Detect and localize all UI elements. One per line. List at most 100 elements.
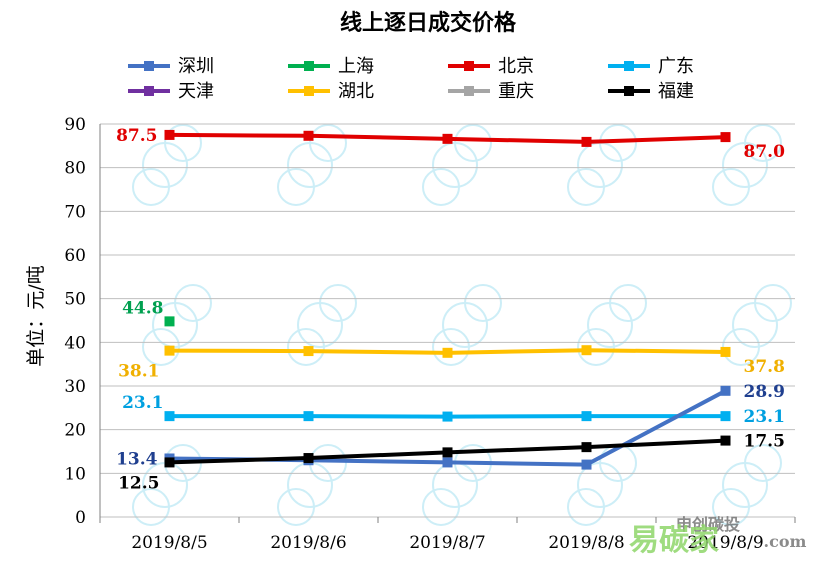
legend-marker [624,61,634,71]
brand-watermark: 申创碳投 易碳家 .com [629,515,807,558]
data-point [720,435,731,446]
legend-item: 天津 [128,81,214,102]
chart-title: 线上逐日成交价格 [340,10,517,36]
x-tick-labels: 2019/8/5 2019/8/6 2019/8/7 2019/8/8 2019/8/9 [131,533,763,553]
data-point [164,411,175,422]
watermark-circle [744,444,782,482]
data-point [303,453,314,464]
data-point [164,316,175,327]
watermark-circle [732,302,778,348]
data-point [581,136,592,147]
watermark-circle [287,142,333,188]
series-福建 [164,435,731,468]
data-point [442,347,453,358]
legend-marker [464,86,474,96]
data-point [164,457,175,468]
watermark-circle [132,168,170,206]
y-axis-title: 单位：元/吨 [25,265,47,366]
brand-watermark-text: 易碳家 [629,523,719,558]
data-point [303,130,314,141]
y-tick-labels: 0 10 20 30 40 50 60 70 80 90 [64,115,86,528]
watermark-circle [297,302,343,348]
data-label: 87.5 [116,126,157,146]
watermark-circle [132,488,170,526]
legend-label: 上海 [338,56,374,77]
axes [99,124,796,523]
legend-label: 广东 [658,56,694,77]
watermark-circle [464,284,502,322]
x-tick-label: 2019/8/9 [687,533,763,553]
data-label: 17.5 [744,432,785,452]
data-label: 28.9 [744,382,785,402]
data-point [442,447,453,458]
legend-label: 深圳 [178,56,214,77]
x-tick-label: 2019/8/6 [270,533,346,553]
series-湖北 [164,345,731,358]
legend-item: 北京 [448,56,534,77]
data-point [442,411,453,422]
watermark-circle [609,284,647,322]
legend-item: 福建 [608,81,694,102]
y-tick-label: 60 [64,246,86,266]
watermark-circle [319,284,357,322]
y-tick-label: 80 [64,159,86,179]
data-label: 37.8 [744,357,785,377]
data-label: 13.4 [116,449,158,469]
data-label: 44.8 [122,298,163,318]
y-tick-label: 70 [64,202,86,222]
watermark-circle [277,168,315,206]
legend-marker [464,61,474,71]
domain-watermark: .com [764,532,807,551]
watermark-circle [422,488,460,526]
legend-item: 上海 [288,56,374,77]
legend-item: 广东 [608,56,694,77]
gridlines [100,123,795,518]
legend-marker [144,61,154,71]
legend-marker [304,61,314,71]
watermark-circle [587,302,633,348]
data-point [720,385,731,396]
x-tick-label: 2019/8/7 [409,533,485,553]
watermark-circle [174,284,212,322]
watermark-circle [277,488,315,526]
data-label: 12.5 [118,473,159,493]
legend-item: 深圳 [128,56,214,77]
legend-label: 北京 [498,56,534,77]
data-point [581,411,592,422]
watermark-circle [744,124,782,162]
legend-label: 重庆 [498,81,534,102]
watermark-circle [567,488,605,526]
watermark-circle [722,462,768,508]
watermark-circle [142,142,188,188]
watermark-circle [309,124,347,162]
legend-label: 天津 [178,81,214,102]
data-point [581,459,592,470]
watermark-circle [577,142,623,188]
watermark-circle [287,328,325,366]
data-label: 23.1 [744,407,785,427]
watermark-circle [164,124,202,162]
watermark-circle [287,462,333,508]
watermark-circle [432,462,478,508]
watermark-circle [712,168,750,206]
y-tick-label: 90 [64,115,86,135]
data-label: 23.1 [122,393,163,413]
y-tick-label: 0 [75,508,86,528]
data-point [581,345,592,356]
legend-marker [624,86,634,96]
series-广东 [164,411,731,422]
legend-marker [144,86,154,96]
data-label: 38.1 [118,362,159,382]
watermark-pattern [132,124,792,526]
series-上海 [164,316,175,327]
legend-marker [304,86,314,96]
series-lines [164,129,731,470]
watermark-circle [577,328,615,366]
data-point [303,411,314,422]
y-tick-label: 20 [64,421,86,441]
watermark-circle [442,302,488,348]
data-point [442,133,453,144]
data-labels: 13.4 28.9 44.8 87.5 87.0 23.1 23.1 38.1 37.8 12.5… [116,126,785,493]
